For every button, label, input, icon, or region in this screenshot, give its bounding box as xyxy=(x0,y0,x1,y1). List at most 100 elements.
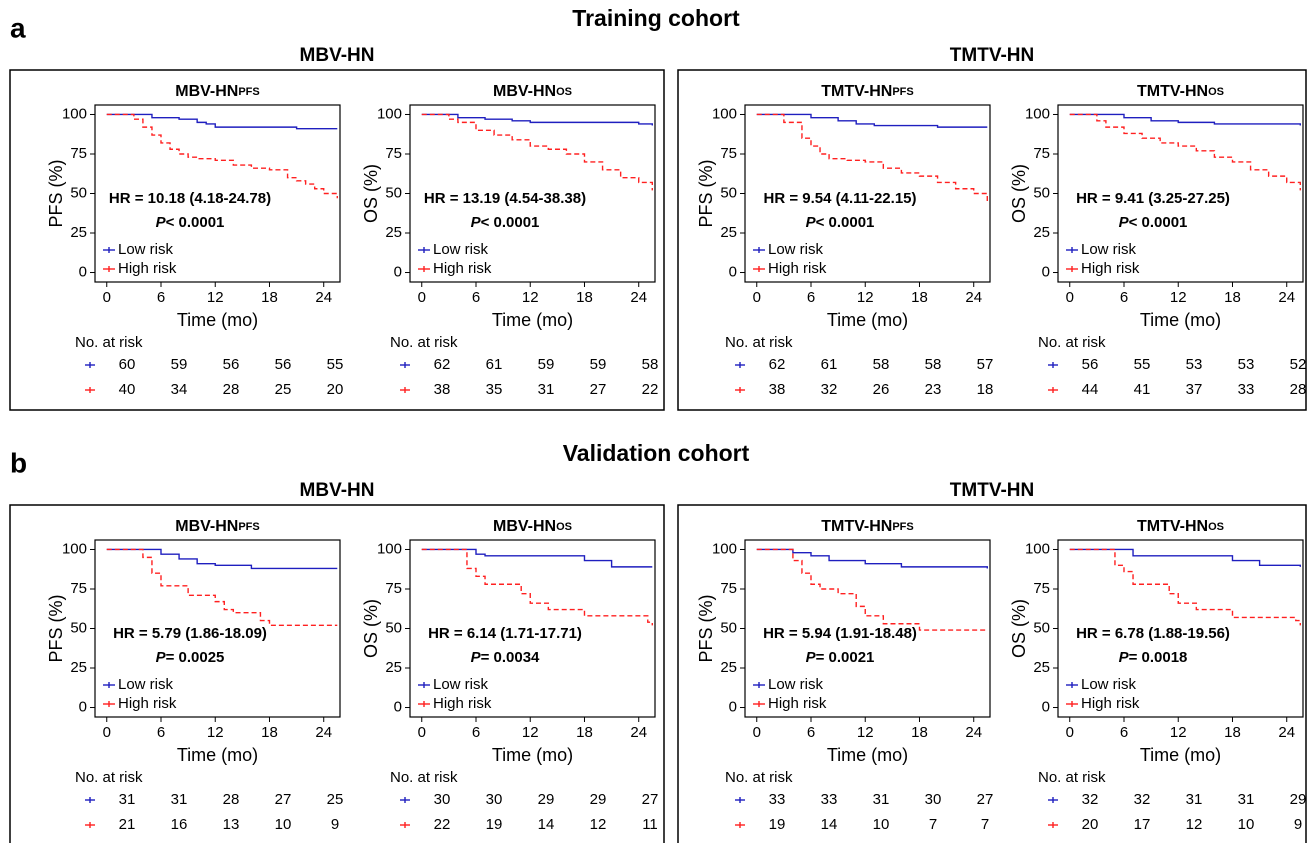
group-title: TMTV-HN xyxy=(950,45,1034,66)
p-text: = 0.0021 xyxy=(816,649,875,666)
risk-title: No. at risk xyxy=(75,334,143,351)
risk-count: 58 xyxy=(873,356,890,373)
risk-count: 12 xyxy=(590,816,607,833)
x-tick-label: 18 xyxy=(911,289,928,306)
p-text: < 0.0001 xyxy=(166,214,225,231)
legend-label: High risk xyxy=(118,695,177,712)
p-text: < 0.0001 xyxy=(816,214,875,231)
survival-curve xyxy=(1069,548,1301,567)
p-symbol: P xyxy=(156,649,167,666)
x-axis-label: Time (mo) xyxy=(492,745,573,765)
risk-count: 29 xyxy=(1290,791,1307,808)
x-tick-label: 24 xyxy=(1278,724,1295,741)
p-text: = 0.0025 xyxy=(166,649,225,666)
risk-count: 55 xyxy=(327,356,344,373)
hazard-ratio: HR = 10.18 (4.18-24.78) xyxy=(109,190,271,207)
x-tick-label: 24 xyxy=(1278,289,1295,306)
plot-title: MBV-HNOS xyxy=(493,518,572,535)
risk-count: 56 xyxy=(223,356,240,373)
y-axis-label: OS (%) xyxy=(1009,599,1029,658)
risk-count: 56 xyxy=(1082,356,1099,373)
plot-title-main: TMTV-HN xyxy=(821,518,892,535)
x-tick-label: 6 xyxy=(1120,724,1128,741)
survival-curve xyxy=(756,113,988,128)
y-tick-label: 100 xyxy=(62,540,87,557)
risk-title: No. at risk xyxy=(75,769,143,786)
y-tick-label: 75 xyxy=(70,145,87,162)
panel-label: a xyxy=(10,12,26,43)
panel-title: Validation cohort xyxy=(563,440,750,466)
y-tick-label: 75 xyxy=(720,580,737,597)
risk-title: No. at risk xyxy=(390,769,458,786)
plot-title-main: MBV-HN xyxy=(175,83,238,100)
x-tick-label: 18 xyxy=(1224,289,1241,306)
plot-title: TMTV-HNOS xyxy=(1137,83,1224,100)
x-tick-label: 24 xyxy=(315,724,332,741)
y-tick-label: 100 xyxy=(1025,105,1050,122)
risk-count: 27 xyxy=(590,381,607,398)
risk-count: 30 xyxy=(486,791,503,808)
risk-count: 32 xyxy=(821,381,838,398)
risk-count: 28 xyxy=(223,791,240,808)
plot-title-main: TMTV-HN xyxy=(1137,83,1208,100)
x-tick-label: 24 xyxy=(315,289,332,306)
risk-count: 32 xyxy=(1082,791,1099,808)
risk-count: 59 xyxy=(171,356,188,373)
hazard-ratio: HR = 9.41 (3.25-27.25) xyxy=(1076,190,1230,207)
x-tick-label: 0 xyxy=(103,289,111,306)
plot-title-main: TMTV-HN xyxy=(1137,518,1208,535)
y-tick-label: 100 xyxy=(62,105,87,122)
plot-title: MBV-HNOS xyxy=(493,83,572,100)
legend-label: Low risk xyxy=(1081,241,1137,258)
y-tick-label: 25 xyxy=(720,224,737,241)
survival-curve xyxy=(756,113,988,202)
x-axis-label: Time (mo) xyxy=(1140,310,1221,330)
risk-count: 31 xyxy=(1186,791,1203,808)
y-tick-label: 75 xyxy=(70,580,87,597)
legend-label: High risk xyxy=(118,260,177,277)
x-axis-label: Time (mo) xyxy=(177,310,258,330)
p-text: < 0.0001 xyxy=(481,214,540,231)
risk-count: 10 xyxy=(1238,816,1255,833)
risk-count: 32 xyxy=(1134,791,1151,808)
legend-label: Low risk xyxy=(118,241,174,258)
legend-label: Low risk xyxy=(768,676,824,693)
risk-count: 20 xyxy=(327,381,344,398)
risk-count: 34 xyxy=(171,381,188,398)
risk-count: 55 xyxy=(1134,356,1151,373)
y-tick-label: 0 xyxy=(394,263,402,280)
risk-count: 38 xyxy=(434,381,451,398)
risk-count: 19 xyxy=(769,816,786,833)
risk-count: 31 xyxy=(119,791,136,808)
p-symbol: P xyxy=(471,649,482,666)
y-tick-label: 50 xyxy=(70,184,87,201)
plot-title-sub: OS xyxy=(1208,86,1224,98)
group-title: TMTV-HN xyxy=(950,480,1034,501)
y-axis-label: OS (%) xyxy=(361,164,381,223)
risk-count: 44 xyxy=(1082,381,1099,398)
plot-title-main: MBV-HN xyxy=(493,83,556,100)
y-axis-label: PFS (%) xyxy=(46,594,66,662)
risk-count: 60 xyxy=(119,356,136,373)
risk-count: 18 xyxy=(977,381,994,398)
group-title: MBV-HN xyxy=(300,480,375,501)
survival-curve xyxy=(1069,113,1301,126)
risk-count: 31 xyxy=(873,791,890,808)
y-tick-label: 75 xyxy=(385,145,402,162)
y-tick-label: 25 xyxy=(1033,224,1050,241)
p-text: = 0.0034 xyxy=(481,649,540,666)
y-tick-label: 25 xyxy=(385,659,402,676)
risk-count: 59 xyxy=(538,356,555,373)
risk-count: 31 xyxy=(538,381,555,398)
y-tick-label: 0 xyxy=(729,698,737,715)
risk-count: 22 xyxy=(434,816,451,833)
x-tick-label: 12 xyxy=(857,289,874,306)
risk-count: 30 xyxy=(434,791,451,808)
risk-count: 61 xyxy=(486,356,503,373)
y-axis-label: PFS (%) xyxy=(46,159,66,227)
plot-title: MBV-HNPFS xyxy=(175,518,260,535)
y-tick-label: 100 xyxy=(712,540,737,557)
y-tick-label: 50 xyxy=(385,184,402,201)
p-text: = 0.0018 xyxy=(1129,649,1188,666)
legend-label: High risk xyxy=(433,260,492,277)
